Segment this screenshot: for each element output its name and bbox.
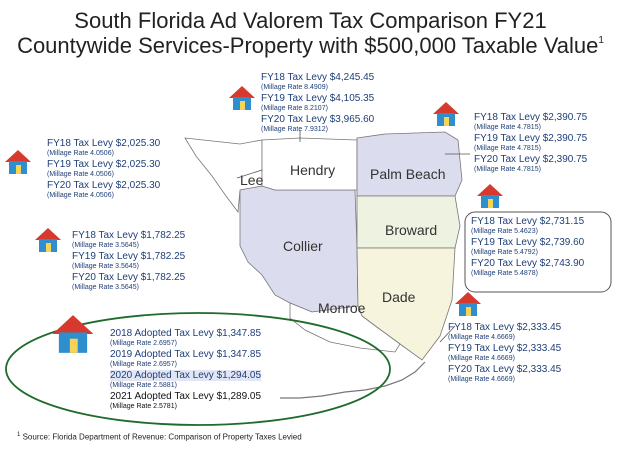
millage-line: (Millage Rate 5.4792): [471, 249, 538, 256]
levy-line: FY18 Tax Levy $1,782.25: [72, 230, 186, 241]
millage-line: (Millage Rate 4.7815): [474, 124, 541, 131]
millage-line: (Millage Rate 5.4878): [471, 270, 538, 277]
millage-line: (Millage Rate 5.4623): [471, 228, 538, 235]
house-icon: [5, 150, 31, 174]
millage-line: (Millage Rate 4.0506): [47, 192, 114, 199]
monroe-county-shape: [289, 302, 401, 353]
levy-line: FY20 Tax Levy $1,782.25: [72, 272, 186, 283]
county-label-monroe: Monroe: [318, 300, 366, 316]
hendry-county-shape: [261, 137, 358, 191]
callout-line-lee: [236, 169, 263, 179]
county-label-hendry: Hendry: [290, 162, 336, 178]
florida-keys: [280, 361, 426, 399]
title-footnote-mark: 1: [598, 35, 604, 46]
levy-line: FY18 Tax Levy $2,025.30: [47, 138, 161, 149]
levy-line: FY20 Tax Levy $2,743.90: [471, 258, 585, 269]
millage-line: (Millage Rate 3.5645): [72, 263, 139, 270]
millage-line: (Millage Rate 7.9312): [261, 126, 328, 133]
house-icon: [35, 228, 61, 252]
callout-line-dade: [439, 325, 456, 343]
monroe-callout-ellipse: [5, 312, 391, 426]
millage-line: (Millage Rate 4.0506): [47, 150, 114, 157]
levy-line: FY19 Tax Levy $2,390.75: [474, 133, 588, 144]
title-line-1: South Florida Ad Valorem Tax Comparison …: [74, 8, 547, 33]
levy-line: 2020 Adopted Tax Levy $1,294.05: [110, 370, 262, 381]
millage-line: (Millage Rate 8.2107): [261, 105, 328, 112]
millage-line: (Millage Rate 4.6669): [448, 355, 515, 362]
millage-line: (Millage Rate 2.5881): [110, 382, 177, 389]
levy-line: FY20 Tax Levy $2,390.75: [474, 154, 588, 165]
millage-line: (Millage Rate 4.6669): [448, 376, 515, 383]
footnote-text: Source: Florida Department of Revenue: C…: [22, 432, 302, 442]
levy-line: FY18 Tax Levy $2,731.15: [471, 216, 585, 227]
house-icon: [229, 86, 255, 110]
county-label-lee: Lee: [240, 172, 264, 188]
levy-line: FY19 Tax Levy $2,739.60: [471, 237, 585, 248]
broward-callout-box: [464, 211, 612, 293]
millage-line: (Millage Rate 4.0506): [47, 171, 114, 178]
levy-line: FY20 Tax Levy $2,333.45: [448, 364, 562, 375]
palm-beach-levy-block: FY18 Tax Levy $2,390.75 (Millage Rate 4.…: [474, 112, 587, 175]
millage-line: (Millage Rate 3.5645): [72, 242, 139, 249]
title-line-2: Countywide Services-Property with $500,0…: [0, 33, 621, 59]
levy-line: 2018 Adopted Tax Levy $1,347.85: [110, 328, 262, 339]
levy-line: FY19 Tax Levy $4,105.35: [261, 93, 375, 104]
house-icon: [433, 102, 459, 126]
levy-line: 2019 Adopted Tax Levy $1,347.85: [110, 349, 262, 360]
levy-line: FY18 Tax Levy $4,245.45: [261, 72, 375, 83]
levy-line: FY19 Tax Levy $2,025.30: [47, 159, 161, 170]
millage-line: (Millage Rate 2.5781): [110, 403, 177, 410]
levy-line: FY20 Tax Levy $3,965.60: [261, 114, 375, 125]
broward-county-shape: [356, 195, 461, 249]
millage-line: (Millage Rate 3.5645): [72, 284, 139, 291]
county-label-dade: Dade: [382, 289, 416, 305]
monroe-levy-block: 2018 Adopted Tax Levy $1,347.85 (Millage…: [110, 328, 262, 412]
county-label-collier: Collier: [283, 238, 323, 254]
county-label-broward: Broward: [385, 222, 438, 238]
palm-beach-county-shape: [356, 131, 463, 197]
dade-levy-block: FY18 Tax Levy $2,333.45 (Millage Rate 4.…: [448, 322, 561, 385]
levy-line: FY18 Tax Levy $2,333.45: [448, 322, 562, 333]
collier-levy-block: FY18 Tax Levy $1,782.25 (Millage Rate 3.…: [72, 230, 185, 293]
lee-county-shape: [184, 137, 263, 214]
source-footnote: 1 Source: Florida Department of Revenue:…: [17, 432, 302, 442]
levy-line: FY18 Tax Levy $2,390.75: [474, 112, 588, 123]
millage-line: (Millage Rate 4.7815): [474, 145, 541, 152]
house-icon: [477, 184, 503, 208]
levy-line: FY20 Tax Levy $2,025.30: [47, 180, 161, 191]
millage-line: (Millage Rate 4.7815): [474, 166, 541, 173]
millage-line: (Millage Rate 2.6957): [110, 361, 177, 368]
levy-line: FY19 Tax Levy $2,333.45: [448, 343, 562, 354]
broward-levy-block: FY18 Tax Levy $2,731.15 (Millage Rate 5.…: [471, 216, 584, 279]
levy-line: FY19 Tax Levy $1,782.25: [72, 251, 186, 262]
lee-levy-block: FY18 Tax Levy $2,025.30 (Millage Rate 4.…: [47, 138, 160, 201]
footnote-mark: 1: [17, 432, 21, 438]
hendry-levy-block: FY18 Tax Levy $4,245.45 (Millage Rate 8.…: [261, 72, 374, 135]
title-text: Countywide Services-Property with $500,0…: [17, 33, 599, 58]
millage-line: (Millage Rate 2.6957): [110, 340, 177, 347]
levy-line: 2021 Adopted Tax Levy $1,289.05: [110, 391, 262, 402]
house-icon: [52, 315, 94, 353]
house-icon: [455, 292, 481, 316]
millage-line: (Millage Rate 4.6669): [448, 334, 515, 341]
millage-line: (Millage Rate 8.4909): [261, 84, 328, 91]
county-label-palm-beach: Palm Beach: [370, 166, 446, 182]
